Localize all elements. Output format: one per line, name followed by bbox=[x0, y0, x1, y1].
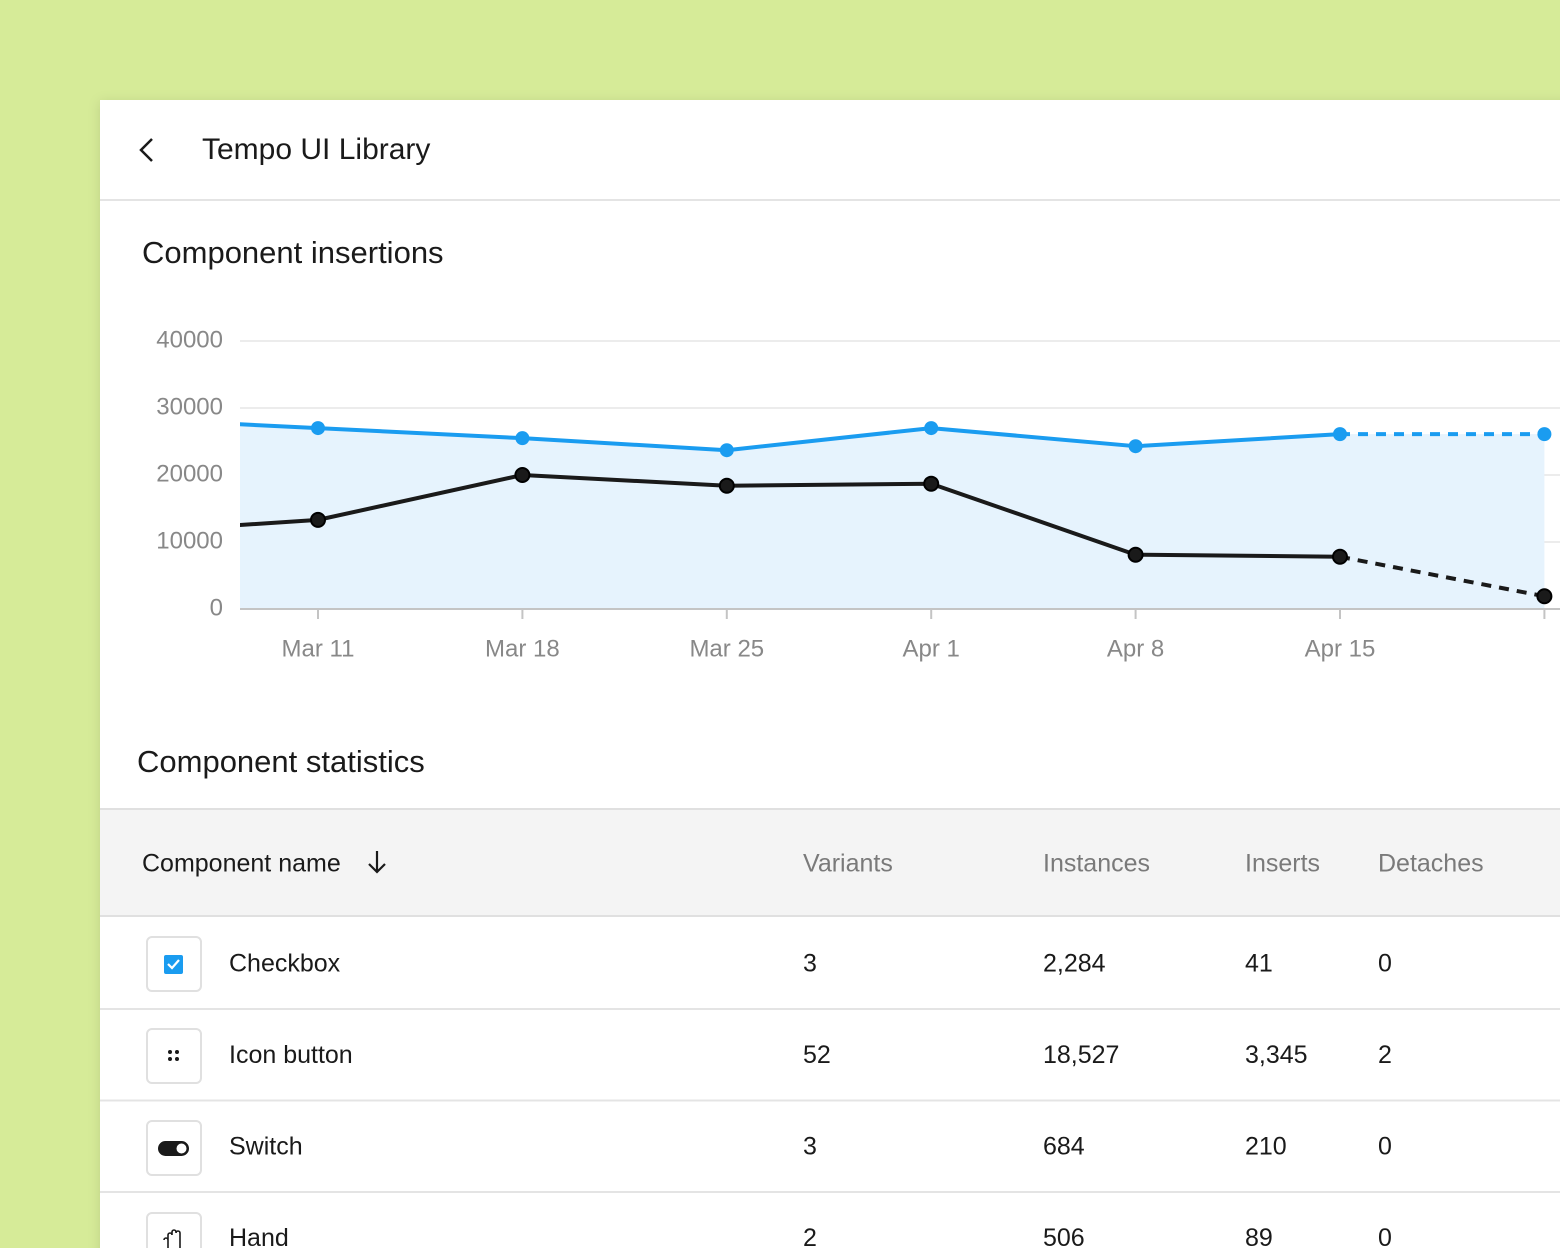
point bbox=[923, 475, 940, 492]
row-icons bbox=[146, 936, 202, 1248]
plot-area bbox=[240, 421, 1553, 609]
cell: 3 bbox=[803, 950, 817, 978]
sort-icon[interactable] bbox=[368, 851, 386, 874]
y-tick-label: 0 bbox=[210, 594, 223, 621]
y-tick-label: 40000 bbox=[156, 326, 223, 353]
check bbox=[167, 959, 180, 970]
point bbox=[924, 421, 939, 436]
chart: 0 10000 20000 30000 40000 Mar 11 Mar 18 Mar 25 A… bbox=[156, 326, 1560, 662]
component-name: Icon button bbox=[229, 1041, 353, 1069]
x-tick-label: Mar 18 bbox=[485, 635, 560, 662]
icon-box bbox=[146, 1028, 202, 1084]
cell: 3 bbox=[803, 1133, 817, 1161]
table-title: Component statistics bbox=[137, 744, 425, 779]
point bbox=[1536, 588, 1553, 605]
back-button[interactable] bbox=[139, 138, 153, 162]
cell: 3,345 bbox=[1245, 1041, 1308, 1069]
component-name: Switch bbox=[229, 1133, 303, 1161]
x-tick-label: Mar 25 bbox=[689, 635, 764, 662]
cell: 41 bbox=[1245, 950, 1273, 978]
point bbox=[1128, 439, 1143, 454]
cell: 2 bbox=[1378, 1041, 1392, 1069]
x-tick-label: Mar 11 bbox=[282, 635, 355, 662]
point bbox=[1333, 427, 1347, 442]
column-header[interactable]: Variants bbox=[803, 850, 893, 878]
table: Component name Variants Instances Inserts De… bbox=[100, 850, 1560, 1248]
component-name: Checkbox bbox=[229, 950, 341, 978]
cell: 0 bbox=[1378, 950, 1392, 978]
cell: 2,284 bbox=[1043, 950, 1106, 978]
switch-knob bbox=[176, 1143, 187, 1154]
cell: 0 bbox=[1378, 1133, 1392, 1161]
checkbox-icon bbox=[164, 955, 183, 974]
y-tick-label: 20000 bbox=[156, 460, 223, 487]
y-tick-label: 10000 bbox=[156, 527, 223, 554]
cell: 684 bbox=[1043, 1133, 1085, 1161]
dots-icon bbox=[168, 1050, 179, 1061]
x-tick-label: Apr 1 bbox=[903, 635, 960, 662]
column-header[interactable]: Component name bbox=[142, 850, 341, 878]
cell: 89 bbox=[1245, 1224, 1273, 1248]
page-title: Tempo UI Library bbox=[202, 133, 430, 166]
point bbox=[718, 477, 735, 494]
x-tick-label: Apr 8 bbox=[1107, 635, 1164, 662]
point bbox=[719, 443, 734, 458]
card bbox=[100, 100, 1560, 1248]
point bbox=[1332, 548, 1348, 565]
point bbox=[310, 511, 326, 528]
cell: 2 bbox=[803, 1224, 817, 1248]
column-header[interactable]: Detaches bbox=[1378, 850, 1484, 878]
cell: 210 bbox=[1245, 1133, 1287, 1161]
x-tick-label: Apr 15 bbox=[1305, 635, 1376, 662]
y-tick-label: 30000 bbox=[156, 393, 223, 420]
component-name: Hand bbox=[229, 1224, 289, 1248]
chart-title: Component insertions bbox=[142, 235, 444, 270]
column-header[interactable]: Inserts bbox=[1245, 850, 1320, 878]
point bbox=[514, 467, 531, 483]
point bbox=[1537, 427, 1552, 442]
hand-icon bbox=[163, 1229, 181, 1248]
cell: 52 bbox=[803, 1041, 831, 1069]
point bbox=[311, 421, 325, 436]
point bbox=[515, 431, 530, 446]
point bbox=[1127, 546, 1144, 563]
area bbox=[240, 424, 1545, 609]
cell: 18,527 bbox=[1043, 1041, 1119, 1069]
column-header[interactable]: Instances bbox=[1043, 850, 1150, 878]
cell: 506 bbox=[1043, 1224, 1085, 1248]
table-header bbox=[100, 808, 1560, 916]
cell: 0 bbox=[1378, 1224, 1392, 1248]
